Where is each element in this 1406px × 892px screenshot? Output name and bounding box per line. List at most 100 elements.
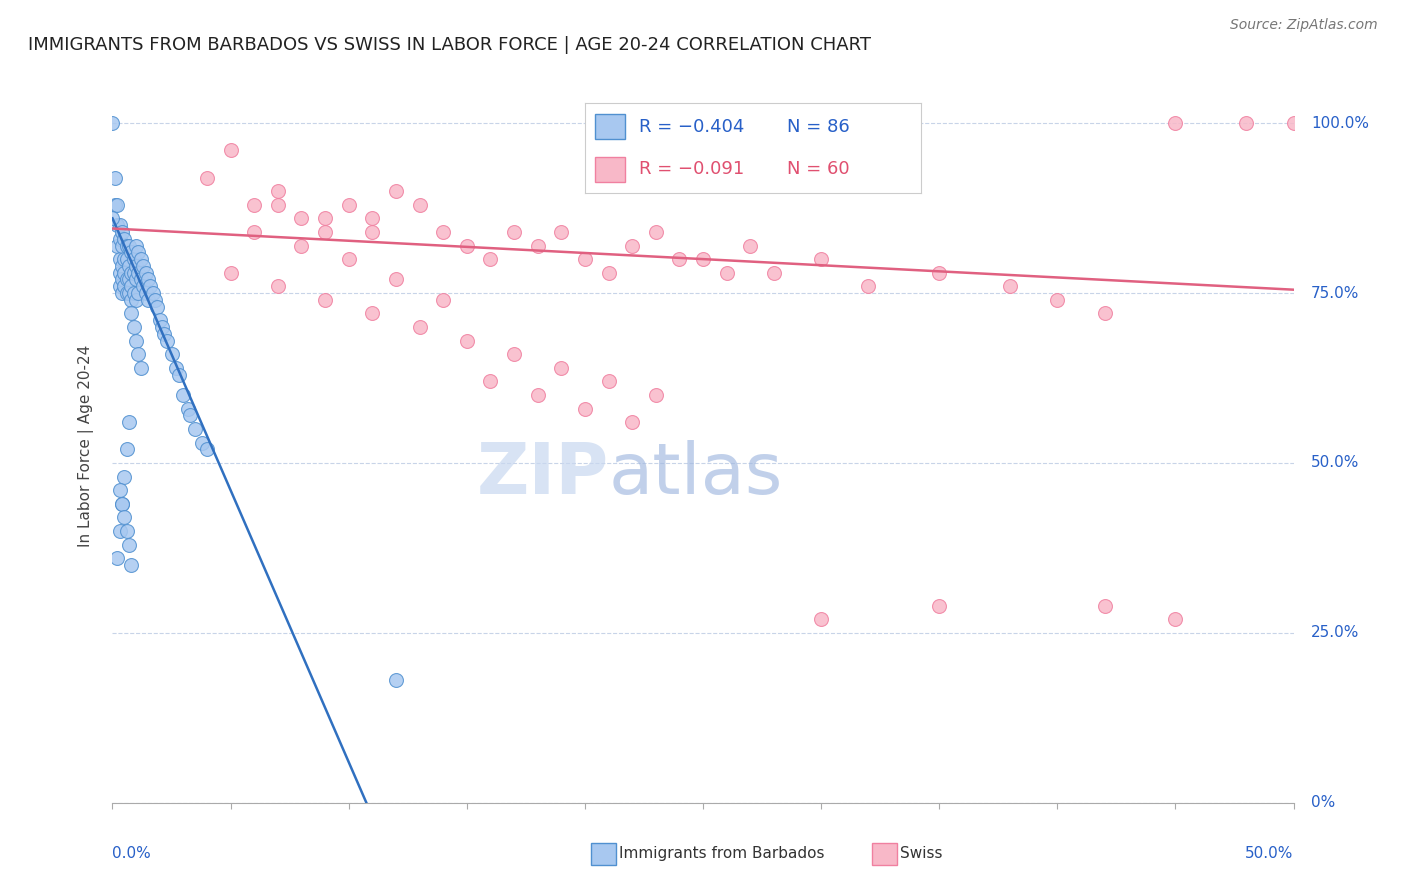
Point (118, 537, 141, 551)
Point (385, 272, 408, 286)
Point (1282, 116, 1305, 130)
Point (135, 266, 157, 280)
Point (120, 245, 142, 260)
Point (118, 259, 141, 273)
Point (129, 252, 152, 266)
Point (550, 360, 572, 375)
Point (526, 388, 548, 402)
Point (243, 225, 266, 239)
Text: 75.0%: 75.0% (1312, 285, 1360, 301)
Point (105, 198, 128, 212)
Point (120, 558, 142, 572)
Point (111, 225, 134, 239)
Point (122, 266, 145, 280)
Point (177, 401, 200, 416)
Y-axis label: In Labor Force | Age 20-24: In Labor Force | Age 20-24 (77, 345, 94, 547)
Point (314, 225, 336, 239)
Point (118, 286, 141, 301)
Point (111, 272, 134, 286)
Text: 100.0%: 100.0% (1312, 116, 1369, 131)
Text: 50.0%: 50.0% (1312, 456, 1360, 470)
Point (125, 334, 148, 348)
Point (108, 252, 131, 266)
Point (503, 225, 526, 239)
Point (125, 238, 148, 252)
Point (160, 347, 183, 361)
Point (668, 252, 690, 266)
Point (290, 211, 312, 226)
Point (111, 286, 134, 301)
Point (644, 225, 666, 239)
Point (191, 435, 214, 450)
Point (125, 272, 148, 286)
Point (179, 409, 201, 423)
Point (858, 279, 880, 293)
Point (127, 286, 149, 301)
Point (108, 232, 131, 246)
Point (928, 266, 950, 280)
Text: ZIP: ZIP (477, 440, 609, 509)
Point (550, 225, 572, 239)
Point (111, 259, 134, 273)
Point (1164, 116, 1187, 130)
Point (136, 293, 159, 307)
Point (122, 252, 145, 266)
Point (716, 266, 738, 280)
Point (139, 279, 162, 293)
Point (112, 266, 135, 280)
Point (115, 252, 138, 266)
Point (408, 320, 430, 334)
Point (574, 252, 596, 266)
Point (135, 286, 157, 301)
Point (112, 469, 135, 483)
Point (574, 401, 596, 416)
Point (120, 306, 142, 320)
Point (127, 347, 149, 361)
Point (1046, 293, 1069, 307)
Point (165, 360, 187, 375)
Text: 0.0%: 0.0% (112, 846, 152, 861)
Point (644, 388, 666, 402)
Point (149, 313, 172, 327)
Point (503, 347, 526, 361)
Point (267, 184, 290, 198)
Point (167, 368, 190, 382)
Point (101, 116, 124, 130)
Point (112, 279, 135, 293)
Point (104, 198, 127, 212)
Point (1094, 306, 1116, 320)
Point (361, 211, 384, 226)
Text: atlas: atlas (609, 440, 783, 509)
Point (120, 279, 142, 293)
Point (432, 225, 454, 239)
Point (195, 442, 218, 457)
Point (156, 334, 179, 348)
Point (267, 198, 290, 212)
Point (456, 238, 478, 252)
Point (810, 252, 832, 266)
Point (115, 286, 138, 301)
Point (112, 252, 135, 266)
Point (120, 293, 142, 307)
Point (337, 198, 360, 212)
Point (928, 599, 950, 613)
Point (120, 266, 142, 280)
Point (479, 375, 502, 389)
Point (125, 259, 148, 273)
Point (692, 252, 714, 266)
Point (314, 211, 336, 226)
Point (150, 320, 173, 334)
Point (132, 279, 155, 293)
Point (136, 272, 159, 286)
Point (267, 279, 290, 293)
Point (111, 497, 134, 511)
Point (432, 293, 454, 307)
Point (195, 170, 218, 185)
Text: Source: ZipAtlas.com: Source: ZipAtlas.com (1230, 18, 1378, 32)
Point (112, 510, 135, 524)
Point (153, 326, 176, 341)
Text: 25.0%: 25.0% (1312, 625, 1360, 640)
Point (111, 497, 134, 511)
Point (108, 266, 131, 280)
Point (129, 360, 152, 375)
